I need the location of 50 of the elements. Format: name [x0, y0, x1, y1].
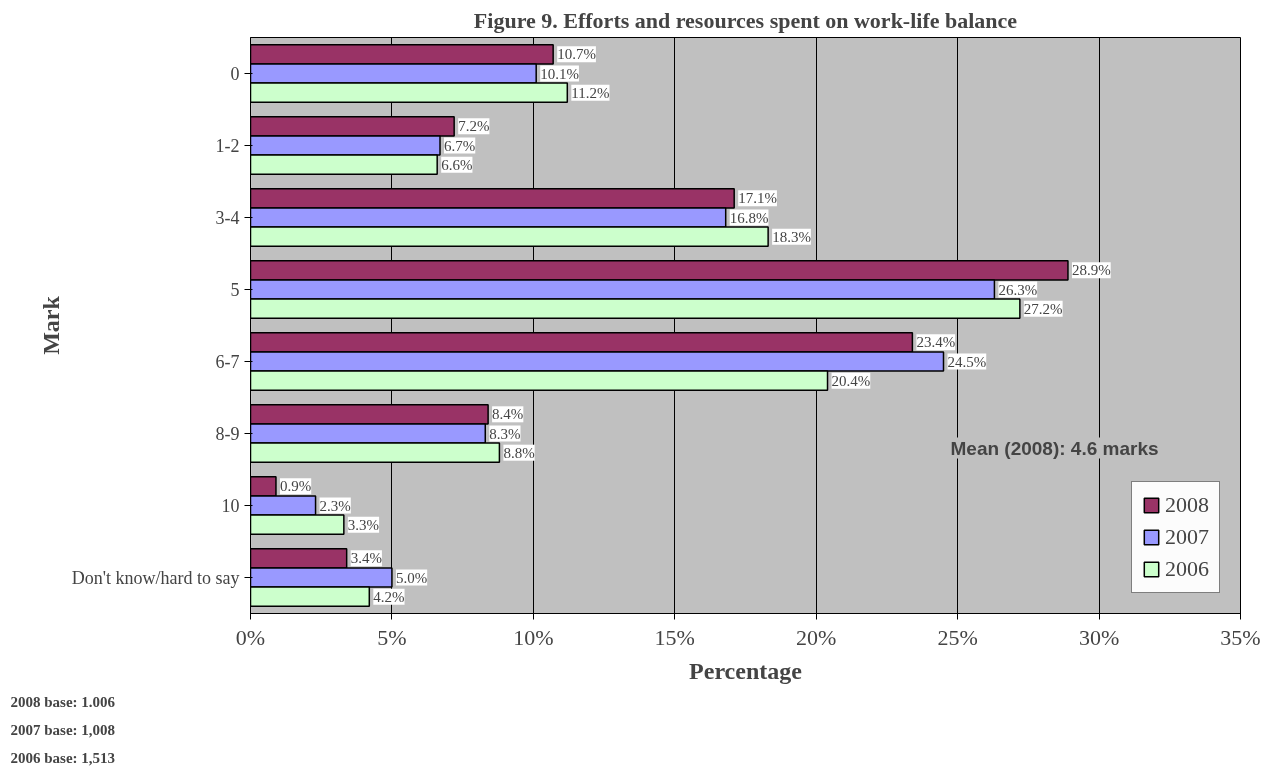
data-label: 20.4%	[831, 372, 871, 389]
data-label: 4.2%	[373, 588, 405, 605]
data-label: 26.3%	[998, 281, 1038, 298]
data-label: 7.2%	[458, 118, 490, 135]
x-tick-label: 30%	[1078, 624, 1120, 650]
data-label: 5.0%	[395, 569, 428, 586]
x-axis-title: Percentage	[689, 657, 803, 684]
legend-label: 2006	[1165, 556, 1209, 582]
y-tick-label: Don't know/hard to say	[71, 567, 240, 588]
x-tick-label: 10%	[513, 624, 554, 650]
x-tick-label: 35%	[1220, 624, 1261, 650]
y-tick-label: 0	[230, 63, 240, 84]
data-label: 6.7%	[444, 137, 476, 154]
data-label: 10.7%	[557, 46, 596, 63]
x-tick-label: 5%	[377, 624, 407, 650]
y-tick-label: 6-7	[215, 351, 240, 372]
data-label: 27.2%	[1023, 300, 1063, 317]
data-label: 3.4%	[350, 550, 382, 567]
y-axis-title: Mark	[37, 295, 64, 355]
text: 2007 base: 1,008	[10, 721, 116, 738]
chart-title: Figure 9. Efforts and resources spent on work-life balance	[473, 7, 1018, 33]
data-label: 10.1%	[540, 65, 579, 82]
x-tick-label: 0%	[235, 624, 266, 650]
data-label: 16.8%	[729, 209, 769, 226]
data-label: 23.4%	[916, 334, 956, 351]
data-label: 8.8%	[503, 444, 535, 461]
y-tick-label: 10	[221, 495, 240, 516]
x-tick-label: 25%	[937, 624, 978, 650]
y-tick-label: 3-4	[215, 207, 240, 228]
data-label: 28.9%	[1071, 262, 1111, 279]
data-label: 8.3%	[489, 425, 521, 442]
y-tick-label: 8-9	[215, 423, 240, 444]
text: 2006 base: 1,513	[10, 749, 116, 766]
x-tick-label: 15%	[654, 624, 695, 650]
y-tick-label: 5	[230, 279, 240, 300]
data-label: 3.3%	[347, 516, 380, 533]
data-label: 17.1%	[738, 190, 777, 207]
data-label: 11.2%	[571, 84, 610, 101]
legend-label: 2008	[1165, 492, 1209, 518]
annotation: Mean (2008): 4.6 marks	[950, 437, 1159, 459]
data-label: 6.6%	[441, 156, 473, 173]
y-tick-label: 1-2	[215, 135, 240, 156]
data-label: 2.3%	[319, 497, 351, 514]
data-label: 18.3%	[772, 228, 811, 245]
data-label: 0.9%	[279, 478, 312, 495]
x-tick-label: 20%	[796, 624, 837, 650]
legend-label: 2007	[1165, 524, 1209, 550]
text: 2008 base: 1.006	[10, 693, 116, 710]
data-label: 8.4%	[492, 406, 524, 423]
data-label: 24.5%	[947, 353, 987, 370]
